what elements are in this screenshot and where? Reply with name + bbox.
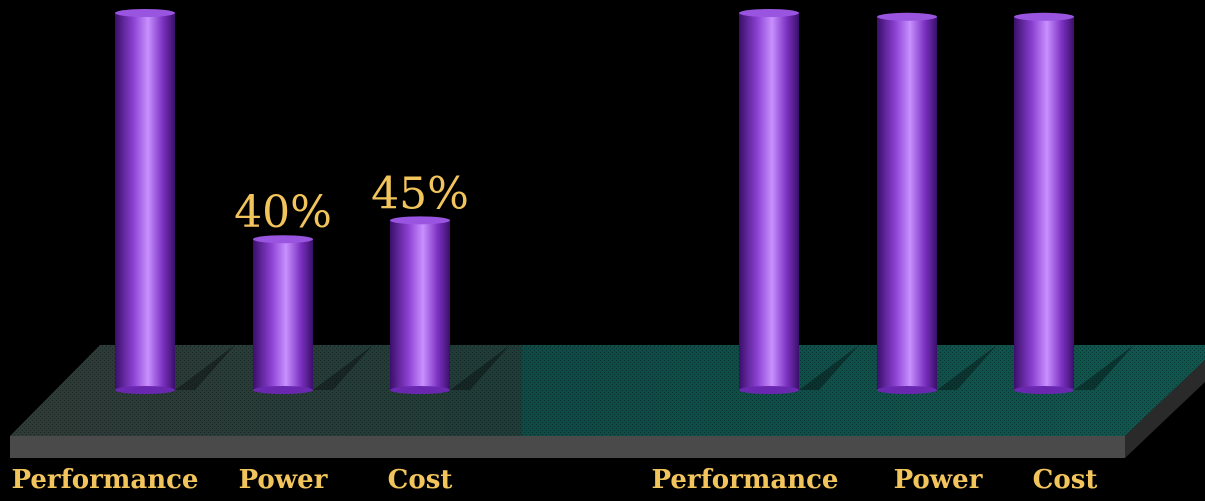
data-label: 45% [371, 168, 469, 219]
bar-base [390, 386, 450, 394]
bar-shadow [1074, 345, 1134, 390]
bar-base [1014, 386, 1074, 394]
bar-right-performance [739, 9, 859, 394]
bar [390, 220, 450, 390]
bar-cap [739, 9, 799, 17]
bar-left-power [253, 235, 373, 394]
bar-cap [877, 12, 937, 21]
bar-shadow [313, 345, 373, 390]
bar-cap [253, 235, 313, 244]
bar [877, 16, 937, 391]
bar-shadow [937, 345, 997, 390]
bar-shadow [175, 345, 235, 390]
bar [253, 239, 313, 390]
bar-right-power [877, 12, 997, 394]
bars-layer [115, 9, 1134, 394]
bar-cap [1014, 12, 1074, 21]
bar [739, 13, 799, 390]
bar-base [877, 386, 937, 394]
bar-right-cost [1014, 12, 1134, 394]
category-label: Power [239, 465, 328, 495]
platform-right-side [1125, 360, 1205, 458]
bar-base [253, 386, 313, 394]
labels-layer: Performance 40% Power 45% Cost Performance Pow… [12, 168, 1098, 495]
category-label: Performance [652, 465, 839, 495]
bar-base [115, 386, 175, 394]
bar-cap [115, 9, 175, 17]
bar-cap [390, 216, 450, 225]
bar-shadow [799, 345, 859, 390]
bar-shadow [450, 345, 510, 390]
bar-left-performance [115, 9, 235, 394]
bar-base [739, 386, 799, 394]
category-label: Cost [388, 465, 453, 495]
category-label: Cost [1033, 465, 1098, 495]
category-label: Performance [12, 465, 199, 495]
bar [1014, 16, 1074, 391]
bar-left-cost [390, 216, 510, 394]
data-label: 40% [234, 187, 332, 238]
category-label: Power [894, 465, 983, 495]
bar [115, 13, 175, 390]
platform-front [10, 436, 1125, 458]
